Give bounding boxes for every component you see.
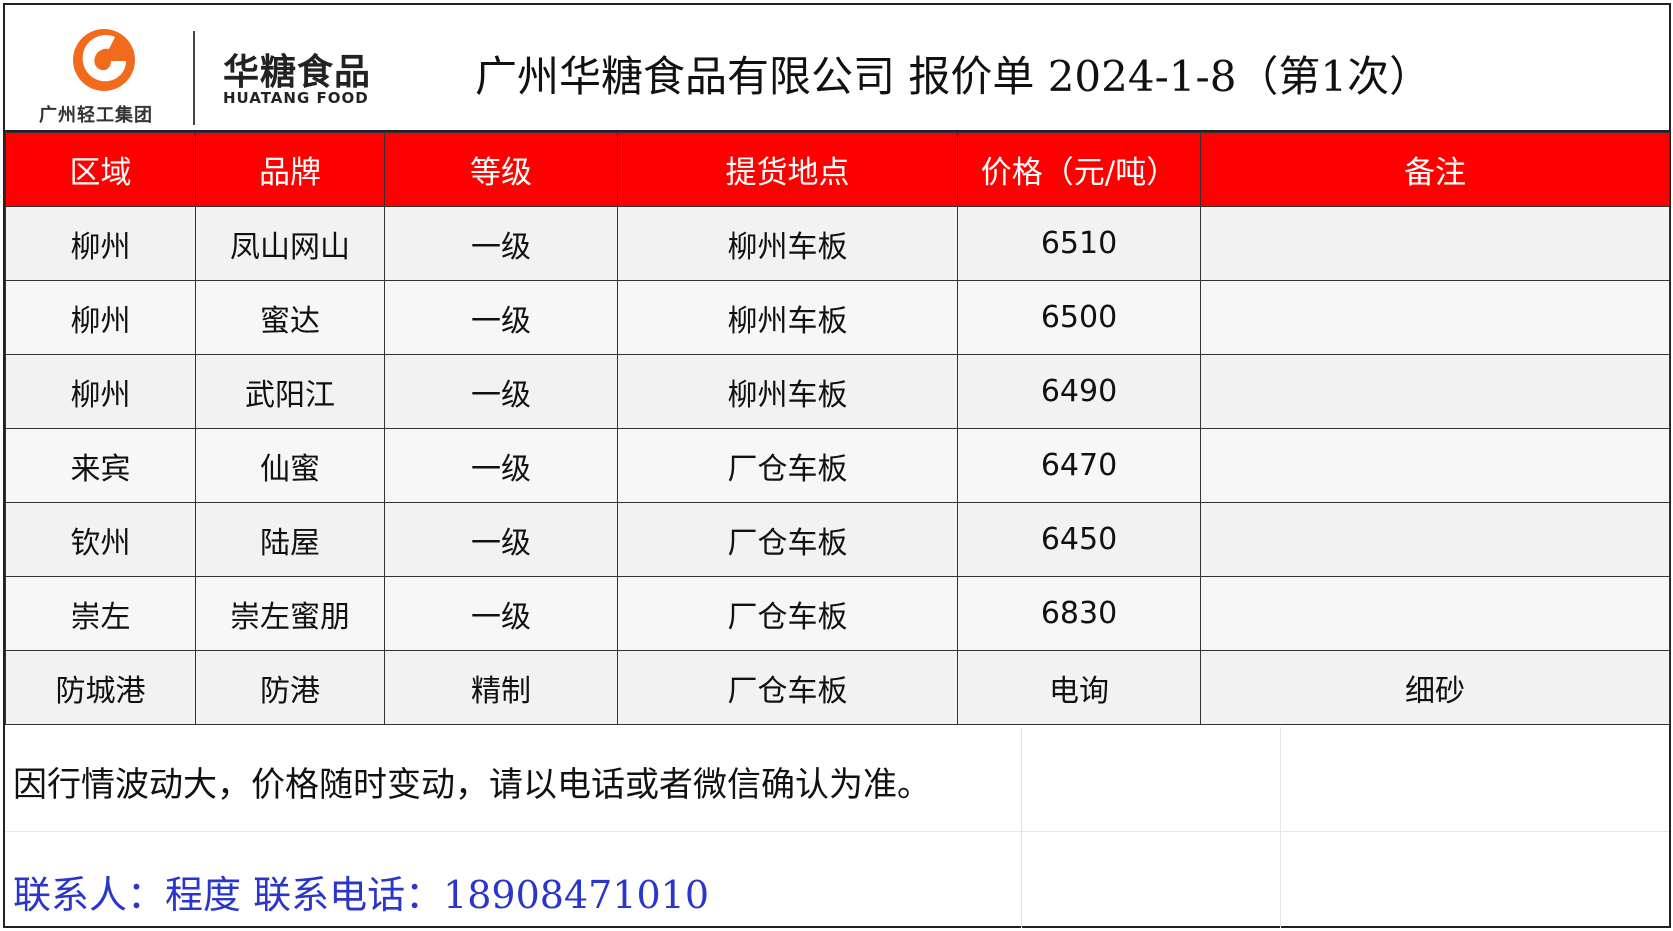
cell-grade: 一级 (384, 576, 618, 651)
cell-price: 6470 (957, 428, 1201, 503)
footer-area: 因行情波动大，价格随时变动，请以电话或者微信确认为准。 联系人：程度 联系电话：… (5, 727, 1669, 928)
quotation-sheet: 广州轻工集团 华糖食品 HUATANG FOOD 广州华糖食品有限公司 报价单 … (3, 3, 1671, 928)
cell-grade: 一级 (384, 206, 618, 281)
grid-line (5, 831, 1669, 832)
cell-grade: 一级 (384, 280, 618, 355)
document-title: 广州华糖食品有限公司 报价单 2024-1-8（第1次） (475, 52, 1432, 101)
cell-note: 细砂 (1200, 650, 1670, 725)
cell-brand: 防港 (195, 650, 385, 725)
company-logo-swirl-icon (73, 29, 135, 91)
cell-pickup: 柳州车板 (617, 280, 958, 355)
cell-price: 6490 (957, 354, 1201, 429)
cell-pickup: 厂仓车板 (617, 428, 958, 503)
column-header-grade: 等级 (384, 132, 618, 207)
table-header-row: 区域 品牌 等级 提货地点 价格（元/吨） 备注 (5, 132, 1670, 207)
cell-price: 6500 (957, 280, 1201, 355)
cell-brand: 凤山网山 (195, 206, 385, 281)
table-row: 钦州 陆屋 一级 厂仓车板 6450 (5, 502, 1670, 577)
grid-line (1021, 727, 1022, 928)
cell-region: 来宾 (5, 428, 196, 503)
cell-region: 崇左 (5, 576, 196, 651)
contact-info: 联系人：程度 联系电话：18908471010 (13, 873, 710, 917)
cell-pickup: 柳州车板 (617, 206, 958, 281)
brand-name-en: HUATANG FOOD (223, 89, 369, 107)
column-header-region: 区域 (5, 132, 196, 207)
cell-region: 钦州 (5, 502, 196, 577)
cell-grade: 一级 (384, 428, 618, 503)
column-header-note: 备注 (1200, 132, 1670, 207)
cell-pickup: 厂仓车板 (617, 502, 958, 577)
table-row: 柳州 蜜达 一级 柳州车板 6500 (5, 280, 1670, 355)
cell-note (1200, 206, 1670, 281)
brand-name-cn: 华糖食品 (223, 52, 372, 93)
cell-brand: 武阳江 (195, 354, 385, 429)
group-name: 广州轻工集团 (39, 105, 153, 126)
table-row: 柳州 凤山网山 一级 柳州车板 6510 (5, 206, 1670, 281)
column-header-price: 价格（元/吨） (957, 132, 1201, 207)
cell-price: 6510 (957, 206, 1201, 281)
cell-region: 柳州 (5, 354, 196, 429)
cell-price: 电询 (957, 650, 1201, 725)
cell-region: 柳州 (5, 206, 196, 281)
table-row: 崇左 崇左蜜朋 一级 厂仓车板 6830 (5, 576, 1670, 651)
logo-divider (193, 31, 195, 125)
column-header-pickup: 提货地点 (617, 132, 958, 207)
column-header-brand: 品牌 (195, 132, 385, 207)
cell-region: 防城港 (5, 650, 196, 725)
cell-note (1200, 502, 1670, 577)
cell-note (1200, 280, 1670, 355)
cell-note (1200, 354, 1670, 429)
price-notice: 因行情波动大，价格随时变动，请以电话或者微信确认为准。 (13, 765, 931, 805)
sheet-header: 广州轻工集团 华糖食品 HUATANG FOOD 广州华糖食品有限公司 报价单 … (5, 5, 1669, 132)
cell-pickup: 厂仓车板 (617, 650, 958, 725)
cell-pickup: 柳州车板 (617, 354, 958, 429)
cell-brand: 仙蜜 (195, 428, 385, 503)
table-row: 来宾 仙蜜 一级 厂仓车板 6470 (5, 428, 1670, 503)
price-table: 区域 品牌 等级 提货地点 价格（元/吨） 备注 柳州 凤山网山 一级 柳州车板… (5, 132, 1670, 725)
table-row: 防城港 防港 精制 厂仓车板 电询 细砂 (5, 650, 1670, 725)
grid-line (1280, 727, 1281, 928)
cell-price: 6830 (957, 576, 1201, 651)
cell-brand: 蜜达 (195, 280, 385, 355)
cell-grade: 精制 (384, 650, 618, 725)
cell-note (1200, 576, 1670, 651)
cell-region: 柳州 (5, 280, 196, 355)
cell-pickup: 厂仓车板 (617, 576, 958, 651)
cell-grade: 一级 (384, 502, 618, 577)
cell-price: 6450 (957, 502, 1201, 577)
cell-grade: 一级 (384, 354, 618, 429)
cell-note (1200, 428, 1670, 503)
table-row: 柳州 武阳江 一级 柳州车板 6490 (5, 354, 1670, 429)
cell-brand: 崇左蜜朋 (195, 576, 385, 651)
cell-brand: 陆屋 (195, 502, 385, 577)
